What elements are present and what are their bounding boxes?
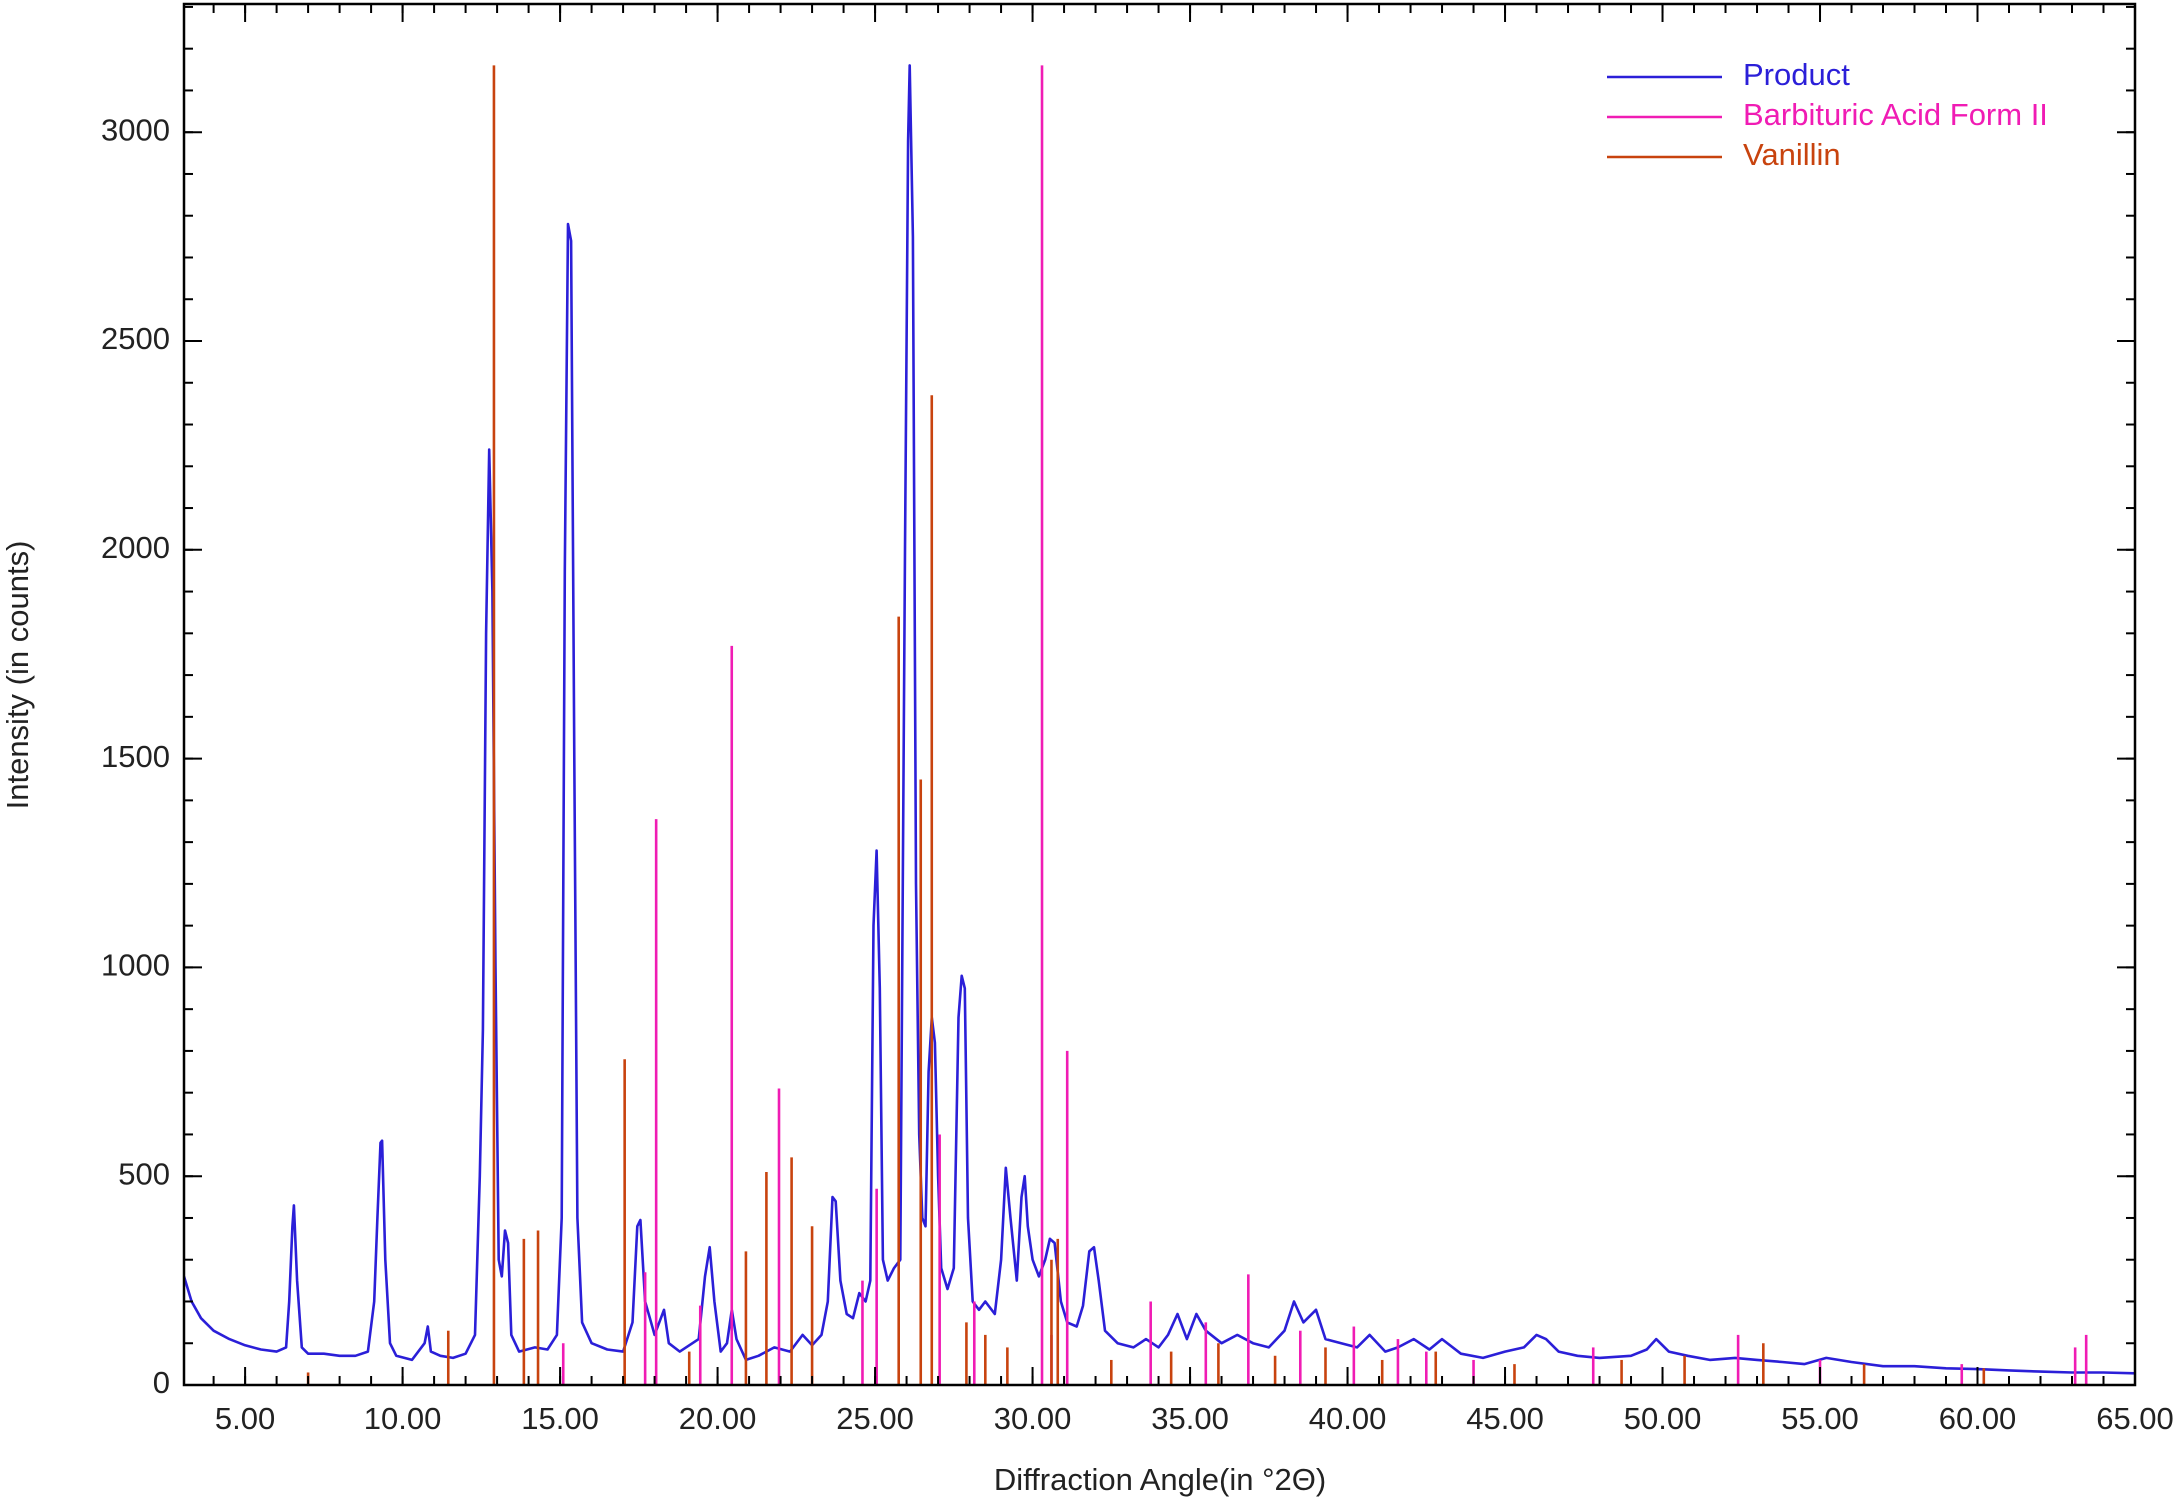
x-tick-label: 30.00 xyxy=(994,1401,1072,1436)
x-tick-label: 40.00 xyxy=(1309,1401,1387,1436)
legend-label: Product xyxy=(1743,57,1850,92)
x-tick-label: 65.00 xyxy=(2096,1401,2174,1436)
legend-label: Vanillin xyxy=(1743,137,1841,172)
y-tick-label: 3000 xyxy=(101,112,170,147)
product-line xyxy=(184,64,2135,1375)
x-tick-label: 45.00 xyxy=(1466,1401,1544,1436)
x-tick-label: 25.00 xyxy=(836,1401,914,1436)
y-tick-label: 500 xyxy=(118,1156,170,1191)
y-axis-label: Intensity (in counts) xyxy=(0,541,35,810)
y-tick-label: 0 xyxy=(153,1365,170,1400)
x-tick-label: 15.00 xyxy=(521,1401,599,1436)
x-axis-label: Diffraction Angle(in °2Θ) xyxy=(994,1462,1326,1497)
legend: Product Barbituric Acid Form II Vanillin xyxy=(1607,57,2048,172)
y-tick-label: 2500 xyxy=(101,321,170,356)
y-tick-label: 1500 xyxy=(101,739,170,774)
x-tick-label: 35.00 xyxy=(1151,1401,1229,1436)
x-tick-label: 60.00 xyxy=(1939,1401,2017,1436)
x-tick-label: 20.00 xyxy=(679,1401,757,1436)
y-tick-label: 2000 xyxy=(101,530,170,565)
y-tick-label: 1000 xyxy=(101,948,170,983)
x-tick-label: 55.00 xyxy=(1781,1401,1859,1436)
plot-frame xyxy=(182,2,2137,1387)
x-tick-label: 5.00 xyxy=(215,1401,275,1436)
legend-label: Barbituric Acid Form II xyxy=(1743,97,2048,132)
plot-area xyxy=(184,64,2135,1385)
x-tick-label: 10.00 xyxy=(364,1401,442,1436)
x-tick-label: 50.00 xyxy=(1624,1401,1702,1436)
